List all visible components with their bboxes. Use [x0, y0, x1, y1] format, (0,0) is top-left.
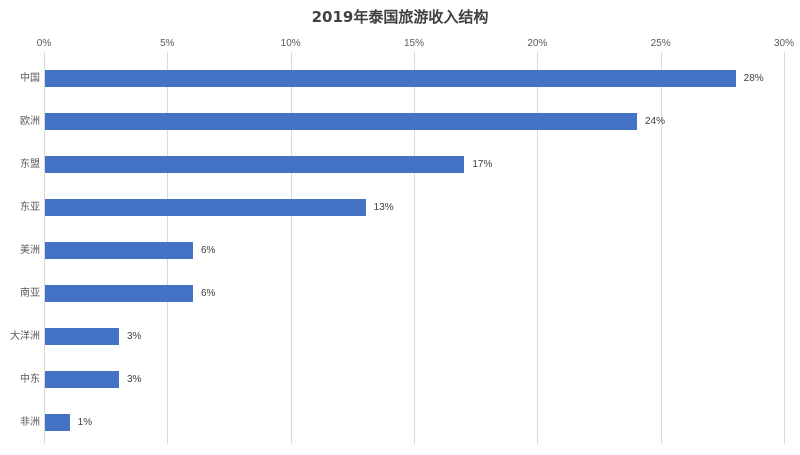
- x-tick-label: 10%: [280, 38, 301, 49]
- data-label: 6%: [201, 245, 216, 256]
- bar[interactable]: [45, 113, 637, 130]
- gridline: [537, 52, 539, 444]
- bar-row: 东亚 13%: [0, 199, 800, 216]
- x-tick-label: 20%: [527, 38, 548, 49]
- gridline: [290, 52, 292, 444]
- category-label: 南亚: [20, 288, 40, 299]
- bar[interactable]: [45, 328, 119, 345]
- bar-row: 中国 28%: [0, 70, 800, 87]
- data-label: 13%: [373, 202, 394, 213]
- gridline: [414, 52, 415, 444]
- data-label: 6%: [201, 288, 216, 299]
- data-label: 28%: [743, 73, 764, 84]
- bar-row: 中东 3%: [0, 371, 800, 388]
- bar[interactable]: [45, 285, 193, 302]
- bar[interactable]: [45, 199, 366, 216]
- chart-title: 2019年泰国旅游收入结构: [311, 8, 489, 26]
- bar-row: 欧洲 24%: [0, 113, 800, 130]
- gridline: [784, 52, 785, 444]
- bar-row: 东盟 17%: [0, 156, 800, 173]
- x-tick-label: 30%: [773, 38, 794, 49]
- gridline: [44, 52, 45, 444]
- bar-row: 非洲 1%: [0, 414, 800, 431]
- category-label: 美洲: [20, 245, 40, 256]
- x-tick-label: 25%: [650, 38, 671, 49]
- category-label: 欧洲: [20, 116, 40, 127]
- x-tick-label: 5%: [160, 38, 175, 49]
- bar[interactable]: [45, 156, 465, 173]
- x-tick-label: 15%: [403, 38, 424, 49]
- category-label: 中国: [20, 73, 40, 84]
- bar-row: 美洲 6%: [0, 242, 800, 259]
- category-label: 中东: [20, 374, 40, 385]
- category-label: 大洋洲: [10, 331, 40, 342]
- data-label: 24%: [645, 116, 666, 127]
- category-label: 东亚: [20, 202, 40, 213]
- data-label: 3%: [127, 331, 142, 342]
- category-label: 东盟: [20, 159, 40, 170]
- bar[interactable]: [45, 414, 70, 431]
- gridline: [660, 52, 662, 444]
- data-label: 3%: [127, 374, 142, 385]
- bar[interactable]: [45, 242, 193, 259]
- data-label: 1%: [77, 417, 93, 428]
- bar[interactable]: [45, 371, 119, 388]
- category-label: 非洲: [20, 417, 40, 428]
- bar-row: 大洋洲 3%: [0, 328, 800, 345]
- bar[interactable]: [45, 70, 736, 87]
- data-label: 17%: [472, 159, 493, 170]
- x-tick-label: 0%: [36, 38, 52, 49]
- bar-row: 南亚 6%: [0, 285, 800, 302]
